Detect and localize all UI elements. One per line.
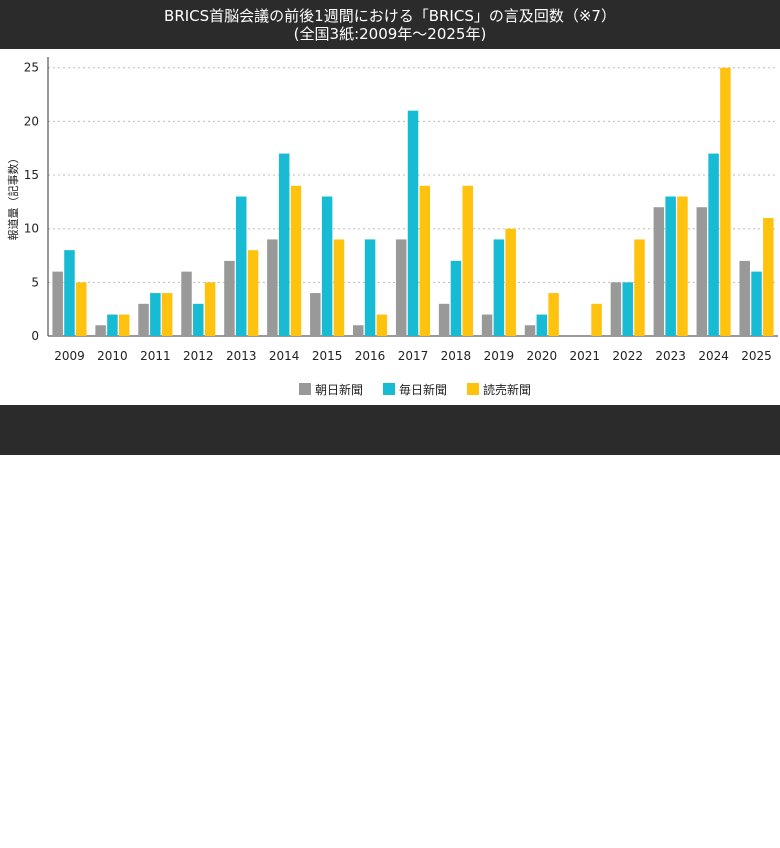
x-tick-label: 2022: [612, 349, 643, 363]
bar: [634, 239, 645, 336]
bar: [524, 325, 536, 336]
bar: [591, 303, 602, 336]
bar: [407, 110, 419, 337]
bar: [763, 217, 774, 336]
bar: [353, 325, 364, 336]
y-tick-label: 10: [24, 222, 39, 236]
bar: [395, 239, 407, 336]
bar: [665, 196, 676, 336]
bar: [290, 185, 302, 336]
bar: [161, 293, 173, 336]
x-tick-label: 2011: [140, 349, 171, 363]
x-tick-label: 2017: [398, 349, 429, 363]
bar: [696, 207, 708, 336]
bar: [376, 314, 388, 336]
y-tick-label: 5: [31, 275, 39, 289]
footer-bar: GNV: [0, 405, 780, 847]
legend-swatch: [299, 383, 311, 395]
bar: [321, 196, 333, 336]
x-tick-label: 2025: [741, 349, 772, 363]
bar: [739, 260, 750, 336]
bar: [138, 303, 149, 336]
legend-swatch: [467, 383, 479, 395]
legend-label: 読売新聞: [483, 382, 531, 397]
bar: [751, 271, 762, 336]
bar: [95, 325, 106, 336]
y-axis-label: 報道量（記事数）: [6, 153, 20, 241]
bar: [481, 314, 493, 336]
bar: [419, 185, 431, 336]
bar: [52, 271, 63, 336]
globe-icon: [351, 820, 369, 838]
bar: [493, 239, 505, 336]
y-tick-label: 25: [24, 61, 39, 75]
legend-label: 毎日新聞: [399, 382, 447, 397]
y-tick-label: 20: [24, 114, 39, 128]
bar: [720, 67, 731, 336]
x-tick-label: 2020: [527, 349, 558, 363]
x-tick-label: 2010: [97, 349, 128, 363]
bar: [310, 293, 321, 336]
bar: [193, 303, 204, 336]
bar: [333, 239, 345, 336]
x-tick-label: 2015: [312, 349, 343, 363]
bar: [708, 153, 719, 336]
bar: [76, 282, 87, 336]
bar: [118, 314, 130, 336]
chart-header: BRICS首脳会議の前後1週間における「BRICS」の言及回数（※7） (全国3…: [0, 0, 780, 49]
bar: [462, 185, 473, 336]
bar: [438, 303, 450, 336]
x-tick-label: 2009: [54, 349, 85, 363]
y-tick-label: 15: [24, 168, 39, 182]
x-tick-label: 2013: [226, 349, 257, 363]
bar: [548, 293, 559, 336]
bar: [247, 250, 259, 336]
bar: [181, 271, 192, 336]
bar: [235, 196, 247, 336]
bar: [677, 196, 688, 336]
x-tick-label: 2016: [355, 349, 386, 363]
bar: [107, 314, 118, 336]
x-tick-label: 2019: [484, 349, 515, 363]
bar: [536, 314, 548, 336]
x-tick-label: 2014: [269, 349, 300, 363]
y-tick-label: 0: [31, 329, 39, 343]
x-tick-label: 2018: [441, 349, 472, 363]
bar: [653, 207, 665, 336]
bar: [204, 282, 216, 336]
logo-text: GNV: [370, 815, 424, 839]
bar: [622, 282, 633, 336]
legend-label: 朝日新聞: [315, 382, 363, 397]
bar: [267, 239, 278, 336]
bar: [150, 293, 161, 336]
bar: [64, 250, 75, 336]
bar: [364, 239, 376, 336]
logo-subtext: [352, 842, 428, 847]
bar: [224, 260, 235, 336]
gnv-logo: GNV: [350, 815, 430, 848]
chart-subtitle: (全国3紙:2009年～2025年): [293, 25, 487, 43]
x-tick-label: 2023: [655, 349, 686, 363]
legend-swatch: [383, 383, 395, 395]
chart-title: BRICS首脳会議の前後1週間における「BRICS」の言及回数（※7）: [164, 7, 616, 25]
x-tick-label: 2021: [569, 349, 600, 363]
x-tick-label: 2024: [698, 349, 729, 363]
bar: [610, 282, 622, 336]
bar: [450, 260, 462, 336]
bar: [278, 153, 290, 336]
bar: [505, 228, 516, 336]
x-tick-label: 2012: [183, 349, 214, 363]
